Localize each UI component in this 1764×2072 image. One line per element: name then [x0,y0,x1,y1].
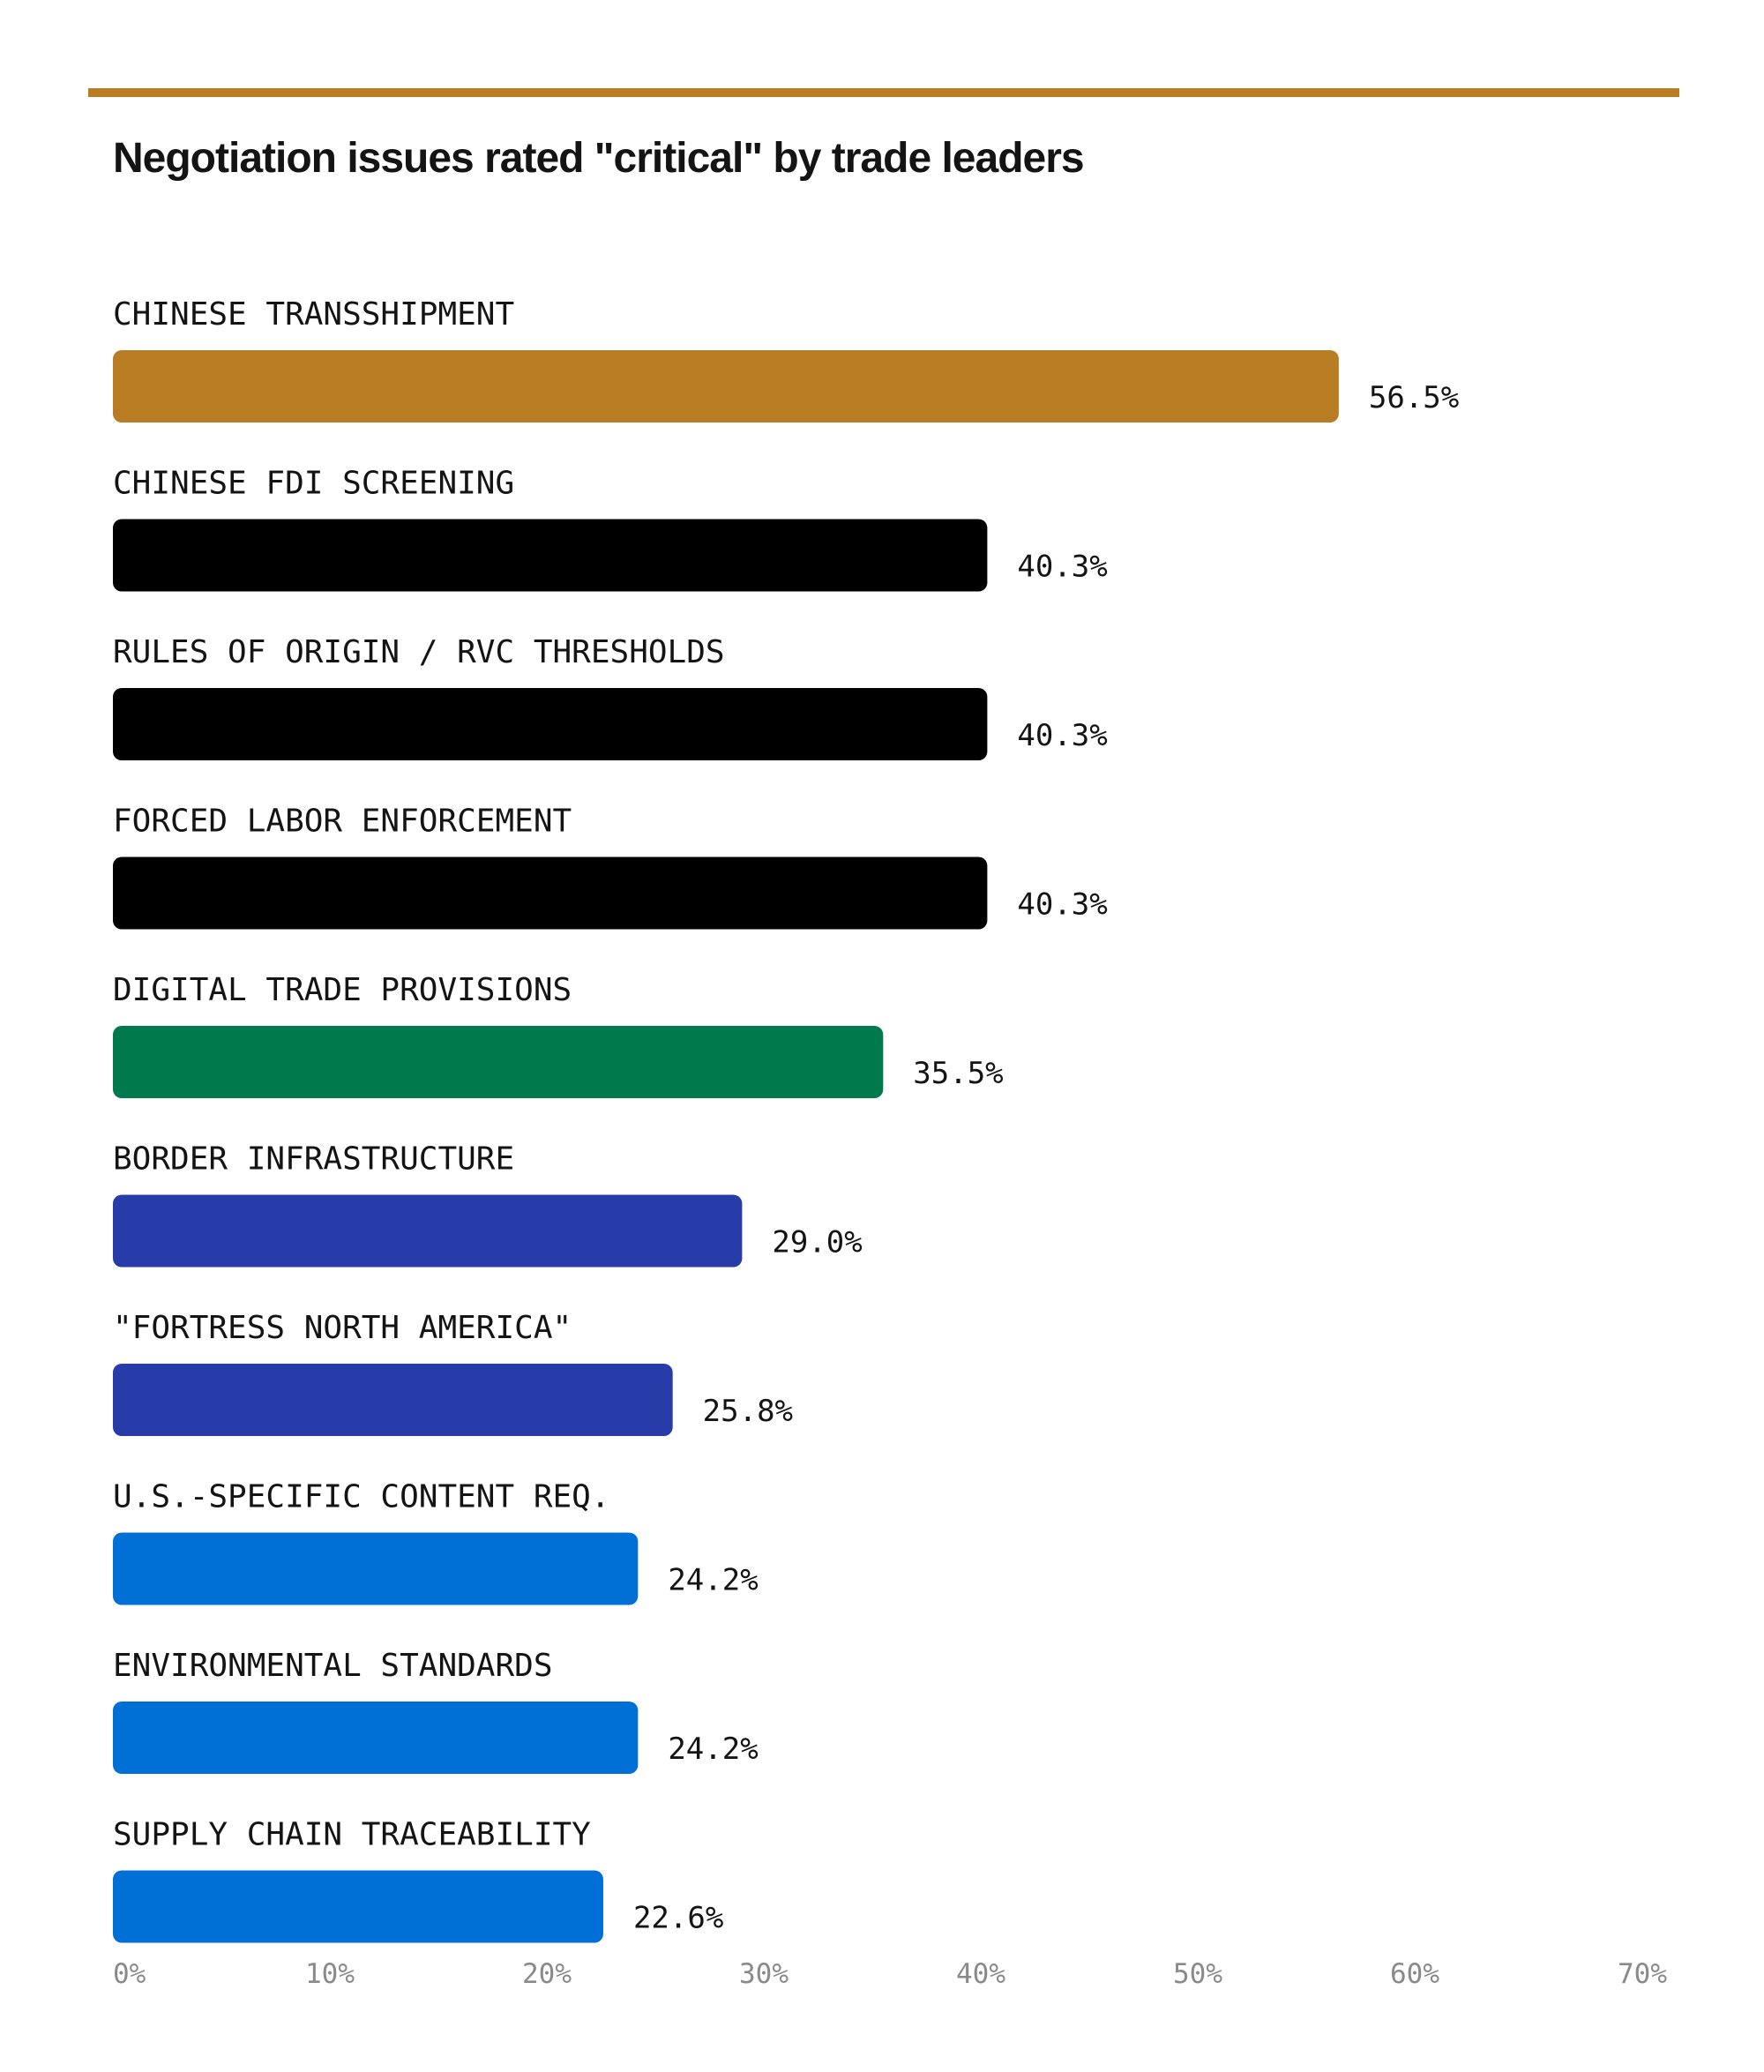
value-label: 29.0% [772,1225,862,1260]
bar [113,1026,884,1098]
top-accent-rule [88,88,1679,97]
category-label: "FORTRESS NORTH AMERICA" [113,1310,572,1346]
category-label: RULES OF ORIGIN / RVC THRESHOLDS [113,634,725,670]
bar [113,1870,603,1943]
bar [113,1194,743,1268]
bar [113,688,988,760]
category-label: DIGITAL TRADE PROVISIONS [113,972,572,1008]
chart-title: Negotiation issues rated "critical" by t… [113,135,1085,182]
x-tick-label: 0% [113,1958,146,1990]
bar [113,1532,639,1605]
x-tick-label: 10% [305,1958,355,1990]
value-label: 25.8% [703,1394,793,1429]
category-label: CHINESE TRANSSHIPMENT [113,296,514,333]
category-label: FORCED LABOR ENFORCEMENT [113,804,572,840]
x-tick-label: 70% [1618,1958,1667,1990]
bar [113,1702,639,1774]
category-label: CHINESE FDI SCREENING [113,466,514,502]
value-label: 56.5% [1369,380,1459,415]
category-label: U.S.-SPECIFIC CONTENT REQ. [113,1479,610,1515]
value-label: 40.3% [1017,718,1107,753]
bar [113,1364,673,1436]
value-label: 24.2% [668,1732,758,1767]
value-label: 40.3% [1017,887,1107,923]
x-tick-label: 40% [956,1958,1005,1990]
bar [113,350,1339,423]
x-tick-label: 30% [739,1958,789,1990]
x-tick-label: 50% [1173,1958,1222,1990]
value-label: 35.5% [913,1056,1003,1091]
value-label: 22.6% [633,1901,723,1936]
x-tick-label: 60% [1390,1958,1439,1990]
category-label: BORDER INFRASTRUCTURE [113,1141,514,1178]
bar [113,519,988,592]
x-tick-label: 20% [522,1958,572,1990]
value-label: 40.3% [1017,550,1107,585]
value-label: 24.2% [668,1563,758,1598]
category-label: ENVIRONMENTAL STANDARDS [113,1648,553,1684]
category-label: SUPPLY CHAIN TRACEABILITY [113,1817,591,1853]
bar [113,856,988,930]
